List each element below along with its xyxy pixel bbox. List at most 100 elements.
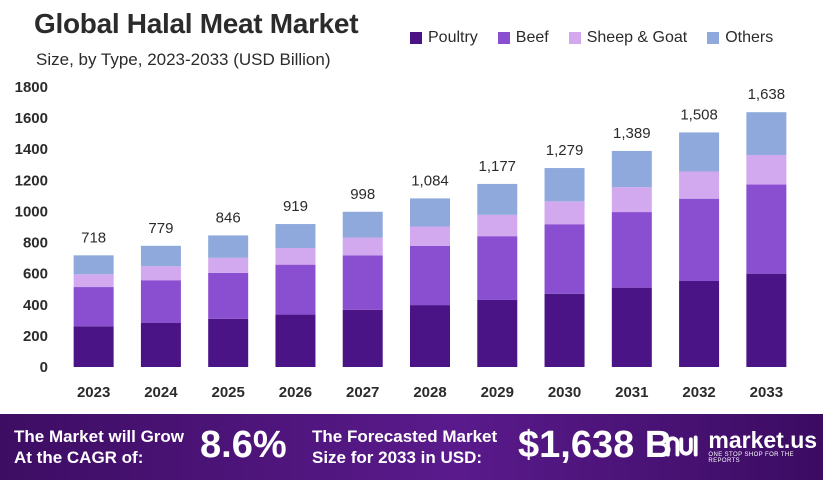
bar-total-label: 1,279 [546,142,584,159]
bar-segment-others [208,235,249,258]
y-tick-label: 1800 [15,79,48,96]
bar-segment-poultry [611,287,652,367]
bar-segment-beef [140,280,181,323]
bar-segment-beef [342,255,383,310]
bar-segment-poultry [477,299,518,367]
x-tick-label: 2024 [144,384,178,401]
y-tick-label: 600 [23,266,48,283]
bar-segment-sheep-goat [342,237,383,256]
y-tick-label: 1000 [15,203,48,220]
x-tick-label: 2026 [279,384,312,401]
footer-banner: The Market will Grow At the CAGR of: 8.6… [0,414,823,480]
bar-total-label: 1,638 [748,86,786,103]
x-tick-label: 2030 [548,384,581,401]
bar-segment-poultry [73,326,114,367]
brand[interactable]: market.us ONE STOP SHOP FOR THE REPORTS [664,428,823,464]
bar-segment-sheep-goat [73,274,114,288]
bar-segment-sheep-goat [544,201,585,225]
legend-label-beef: Beef [515,29,549,46]
bar-segment-poultry [342,309,383,367]
brand-name: market.us [708,427,818,453]
y-tick-label: 0 [40,359,48,376]
legend-label-sheep-goat: Sheep & Goat [586,29,688,46]
x-tick-label: 2032 [682,384,715,401]
bar-segment-others [611,150,652,188]
bar-segment-sheep-goat [679,171,720,199]
bar-segment-others [544,168,585,202]
legend-swatch-sheep-goat [568,32,581,44]
y-tick-label: 1200 [15,172,48,189]
legend-item-sheep-goat: Sheep & Goat [568,29,688,47]
x-tick-label: 2025 [211,384,244,401]
forecast-value: $1,638 B [518,424,673,466]
bar-segment-beef [275,264,316,315]
bar-total-label: 1,177 [478,158,516,175]
bar-segment-beef [611,212,652,288]
bar-segment-beef [410,245,450,306]
x-tick-label: 2028 [413,384,446,401]
bar-segment-others [342,211,383,238]
y-tick-label: 1400 [15,141,48,158]
bar-segment-sheep-goat [140,266,181,281]
bar-segment-sheep-goat [611,187,652,213]
legend: Poultry Beef Sheep & Goat Others [410,29,793,47]
y-tick-label: 1600 [15,110,48,127]
bar-segment-sheep-goat [410,226,450,246]
chart-title: Global Halal Meat Market [34,8,359,39]
bar-segment-sheep-goat [275,248,316,265]
brand-tagline: ONE STOP SHOP FOR THE REPORTS [708,452,795,464]
bar-total-label: 1,508 [680,106,718,123]
cagr-label-line2: At the CAGR of: [14,448,144,467]
x-tick-label: 2033 [750,384,783,401]
x-tick-label: 2023 [77,384,110,401]
x-tick-label: 2027 [346,384,379,401]
cagr-label-line1: The Market will Grow [14,427,185,446]
chart-subtitle: Size, by Type, 2023-2033 (USD Billion) [36,50,331,69]
market-us-logo-icon [665,435,698,457]
bar-segment-poultry [544,293,585,367]
cagr-value: 8.6% [200,424,287,466]
bar-segment-others [275,224,316,248]
bar-segment-sheep-goat [208,257,249,273]
x-tick-label: 2031 [615,384,648,401]
y-tick-label: 200 [23,328,48,345]
bar-segment-sheep-goat [746,154,787,185]
bar-segment-beef [73,287,114,327]
legend-item-beef: Beef [497,29,549,47]
legend-swatch-poultry [410,32,422,44]
bar-segment-poultry [275,314,316,367]
forecast-label: The Forecasted Market Size for 2033 in U… [312,426,497,468]
forecast-label-line1: The Forecasted Market [312,427,498,446]
legend-swatch-others [707,32,720,44]
legend-item-poultry: Poultry [410,29,478,47]
bar-segment-poultry [410,305,450,367]
bar-total-label: 1,389 [613,125,651,142]
forecast-label-line2: Size for 2033 in USD: [312,448,483,467]
bar-segment-poultry [679,280,720,367]
bar-segment-others [746,112,787,155]
bar-segment-sheep-goat [477,214,518,237]
legend-label-poultry: Poultry [428,29,478,46]
bar-segment-beef [477,236,518,300]
brand-text: market.us ONE STOP SHOP FOR THE REPORTS [708,428,823,464]
y-tick-label: 800 [23,235,48,252]
stacked-bar-chart: 0 200 400 600 800 1000 1200 1400 1600 1800 718 2023… [15,79,787,401]
bar-total-label: 846 [216,209,241,226]
x-tick-label: 2029 [481,384,514,401]
bar-segment-beef [679,198,720,281]
bar-total-label: 998 [350,186,375,203]
bar-total-label: 919 [283,198,308,215]
bar-segment-beef [746,184,787,274]
bar-segment-poultry [746,273,787,367]
legend-swatch-beef [497,32,510,44]
legend-item-others: Others [707,29,773,47]
bar-segment-beef [544,224,585,294]
bar-segment-others [73,255,114,275]
bar-segment-others [410,198,450,227]
bar-segment-beef [208,272,249,319]
bar-segment-others [679,132,720,172]
bar-segment-others [140,245,181,267]
bar-total-label: 779 [148,220,173,237]
bar-total-label: 1,084 [411,172,449,189]
